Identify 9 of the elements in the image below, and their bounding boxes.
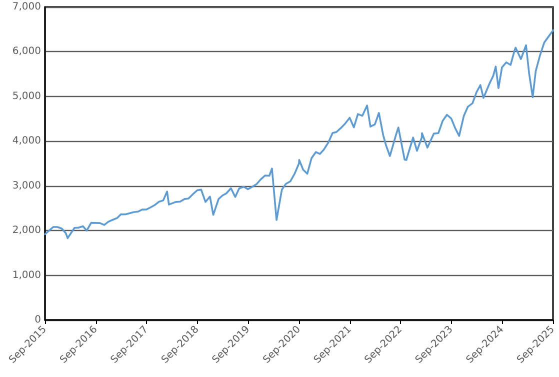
y-tick-label: 4,000 xyxy=(12,136,41,147)
y-tick-label: 0 xyxy=(34,314,41,326)
line-series xyxy=(44,29,554,240)
y-tick-label: 2,000 xyxy=(12,225,41,236)
y-tick-label: 5,000 xyxy=(12,90,41,102)
y-tick-label: 1,000 xyxy=(12,270,41,281)
y-tick-label: 7,000 xyxy=(12,2,41,12)
y-tick-label: 6,000 xyxy=(12,46,41,58)
y-tick-label: 3,000 xyxy=(12,180,41,192)
